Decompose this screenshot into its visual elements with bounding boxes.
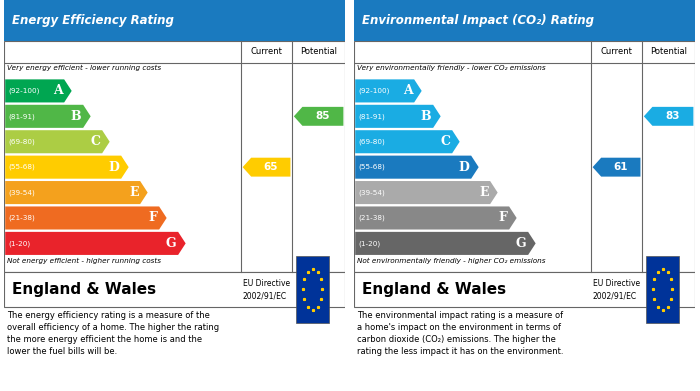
Polygon shape bbox=[355, 181, 498, 204]
Text: B: B bbox=[71, 110, 81, 123]
FancyBboxPatch shape bbox=[646, 256, 679, 323]
Polygon shape bbox=[5, 232, 186, 255]
Polygon shape bbox=[355, 232, 536, 255]
Text: Not energy efficient - higher running costs: Not energy efficient - higher running co… bbox=[7, 258, 161, 264]
Text: The energy efficiency rating is a measure of the
overall efficiency of a home. T: The energy efficiency rating is a measur… bbox=[7, 311, 219, 356]
Text: (21-38): (21-38) bbox=[8, 215, 36, 221]
Text: 65: 65 bbox=[264, 162, 278, 172]
Text: E: E bbox=[479, 186, 489, 199]
Text: England & Wales: England & Wales bbox=[12, 282, 156, 297]
Text: C: C bbox=[90, 135, 100, 148]
Text: England & Wales: England & Wales bbox=[362, 282, 506, 297]
Polygon shape bbox=[5, 79, 71, 102]
Text: Very environmentally friendly - lower CO₂ emissions: Very environmentally friendly - lower CO… bbox=[357, 65, 545, 71]
Polygon shape bbox=[355, 79, 421, 102]
Text: (1-20): (1-20) bbox=[358, 240, 381, 247]
Bar bbox=[354, 41, 695, 272]
Bar bbox=[4, 0, 345, 41]
Text: (21-38): (21-38) bbox=[358, 215, 386, 221]
Polygon shape bbox=[5, 181, 148, 204]
Text: D: D bbox=[458, 161, 470, 174]
Text: (1-20): (1-20) bbox=[8, 240, 31, 247]
Polygon shape bbox=[294, 107, 344, 126]
Polygon shape bbox=[243, 158, 290, 177]
Text: EU Directive: EU Directive bbox=[243, 279, 290, 288]
Text: B: B bbox=[421, 110, 431, 123]
Polygon shape bbox=[5, 105, 91, 128]
Text: The environmental impact rating is a measure of
a home's impact on the environme: The environmental impact rating is a mea… bbox=[357, 311, 564, 356]
Text: (39-54): (39-54) bbox=[8, 189, 36, 196]
Text: E: E bbox=[129, 186, 139, 199]
Text: 61: 61 bbox=[614, 162, 628, 172]
Text: G: G bbox=[166, 237, 176, 250]
Polygon shape bbox=[5, 206, 167, 230]
Text: Current: Current bbox=[251, 47, 283, 56]
Polygon shape bbox=[5, 156, 129, 179]
Text: F: F bbox=[148, 212, 158, 224]
Polygon shape bbox=[644, 107, 694, 126]
Text: 85: 85 bbox=[316, 111, 330, 121]
Text: Potential: Potential bbox=[650, 47, 687, 56]
Text: (55-68): (55-68) bbox=[358, 164, 386, 170]
Text: 83: 83 bbox=[666, 111, 680, 121]
Text: Energy Efficiency Rating: Energy Efficiency Rating bbox=[12, 14, 174, 27]
Polygon shape bbox=[593, 158, 640, 177]
Text: (92-100): (92-100) bbox=[8, 88, 40, 94]
Polygon shape bbox=[355, 206, 517, 230]
Text: Very energy efficient - lower running costs: Very energy efficient - lower running co… bbox=[7, 65, 161, 71]
Text: Current: Current bbox=[601, 47, 633, 56]
Text: (69-80): (69-80) bbox=[358, 138, 386, 145]
Text: (69-80): (69-80) bbox=[8, 138, 36, 145]
Text: A: A bbox=[52, 84, 62, 97]
Bar bbox=[4, 41, 345, 272]
Text: (81-91): (81-91) bbox=[8, 113, 36, 120]
Bar bbox=[4, 272, 345, 307]
Polygon shape bbox=[5, 130, 110, 153]
Polygon shape bbox=[355, 156, 479, 179]
Bar bbox=[354, 0, 695, 41]
Text: (81-91): (81-91) bbox=[358, 113, 386, 120]
Text: Environmental Impact (CO₂) Rating: Environmental Impact (CO₂) Rating bbox=[362, 14, 594, 27]
Polygon shape bbox=[355, 105, 441, 128]
Text: Not environmentally friendly - higher CO₂ emissions: Not environmentally friendly - higher CO… bbox=[357, 258, 545, 264]
Bar bbox=[354, 272, 695, 307]
Text: F: F bbox=[498, 212, 508, 224]
Text: (55-68): (55-68) bbox=[8, 164, 36, 170]
Text: 2002/91/EC: 2002/91/EC bbox=[243, 292, 287, 301]
Polygon shape bbox=[355, 130, 460, 153]
Text: EU Directive: EU Directive bbox=[593, 279, 640, 288]
FancyBboxPatch shape bbox=[296, 256, 329, 323]
Text: D: D bbox=[108, 161, 120, 174]
Text: G: G bbox=[516, 237, 526, 250]
Text: 2002/91/EC: 2002/91/EC bbox=[593, 292, 637, 301]
Text: C: C bbox=[440, 135, 450, 148]
Text: A: A bbox=[402, 84, 412, 97]
Text: (92-100): (92-100) bbox=[358, 88, 390, 94]
Text: Potential: Potential bbox=[300, 47, 337, 56]
Text: (39-54): (39-54) bbox=[358, 189, 386, 196]
